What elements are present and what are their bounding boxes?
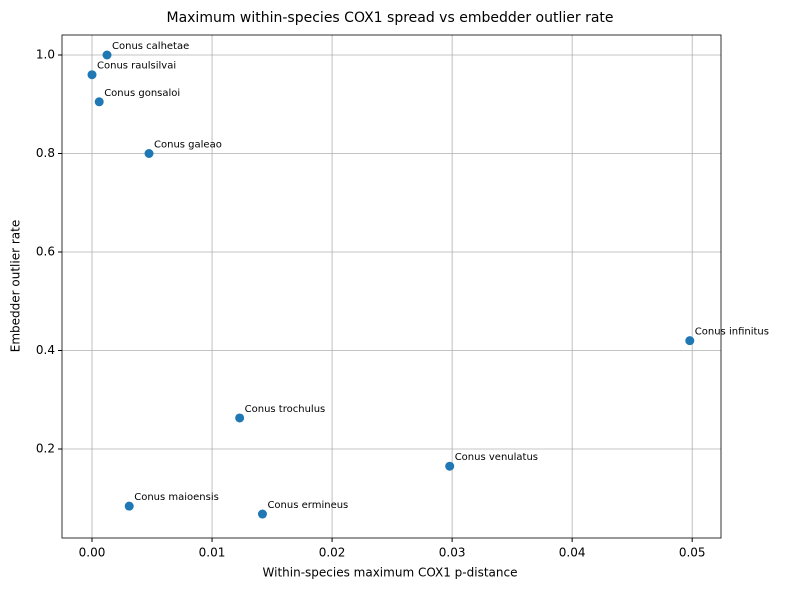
x-tick-label: 0.03: [439, 546, 466, 560]
point: [144, 148, 154, 158]
y-tick-label: 0.2: [36, 442, 55, 456]
point-label: Conus infinitus: [695, 327, 769, 338]
point: [102, 50, 112, 60]
x-tick-label: 0.05: [679, 546, 706, 560]
point: [257, 509, 267, 519]
y-tick-label: 0.8: [36, 146, 55, 160]
point-label: Conus calhetae: [112, 41, 189, 52]
x-tick-label: 0.04: [559, 546, 586, 560]
point: [87, 70, 97, 80]
point: [445, 461, 455, 471]
point-label: Conus maioensis: [134, 492, 219, 503]
plot-frame: [61, 34, 722, 539]
x-tick-label: 0.00: [79, 546, 106, 560]
point-label: Conus ermineus: [267, 500, 348, 511]
x-axis-label: Within-species maximum COX1 p-distance: [263, 566, 518, 580]
point: [94, 97, 104, 107]
point-label: Conus raulsilvai: [97, 61, 176, 72]
point: [124, 501, 134, 511]
point: [685, 336, 695, 346]
chart-title: Maximum within-species COX1 spread vs em…: [166, 10, 613, 26]
y-tick-label: 1.0: [36, 47, 55, 61]
y-tick-label: 0.6: [36, 244, 55, 258]
x-tick-label: 0.01: [199, 546, 226, 560]
point-label: Conus venulatus: [455, 452, 538, 463]
point-label: Conus galeao: [154, 139, 222, 150]
point-label: Conus trochulus: [245, 404, 326, 415]
x-tick-label: 0.02: [319, 546, 346, 560]
point: [235, 413, 245, 423]
y-axis-label: Embedder outlier rate: [9, 220, 23, 352]
y-tick-label: 0.4: [36, 343, 55, 357]
point-label: Conus gonsaloi: [104, 88, 180, 99]
